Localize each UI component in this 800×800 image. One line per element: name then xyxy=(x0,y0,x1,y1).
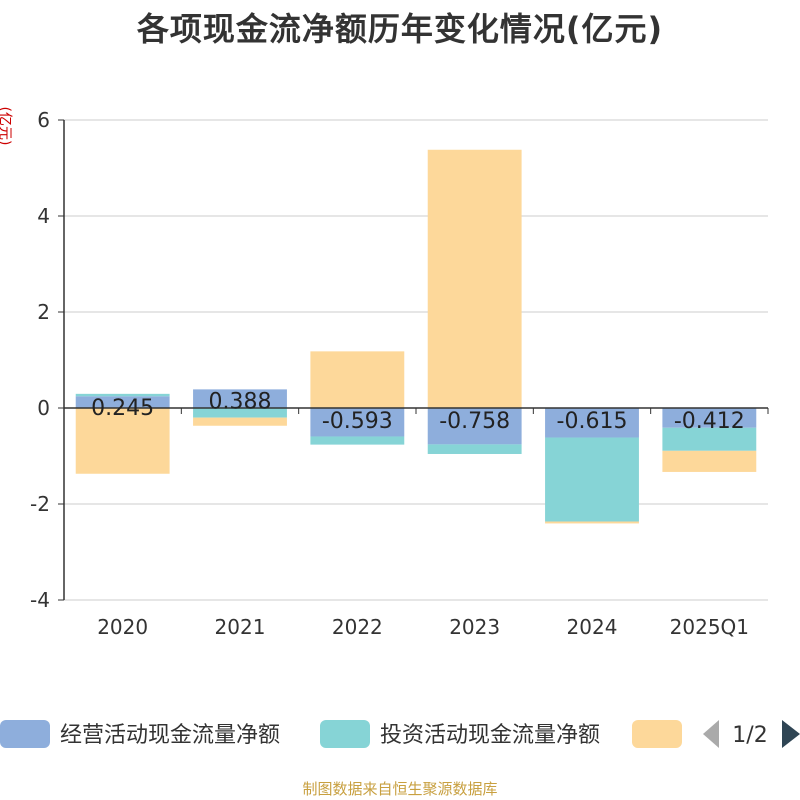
bar-2023-series-2 xyxy=(427,149,522,408)
bar-2023-series-1 xyxy=(427,444,522,454)
y-tick-label: 4 xyxy=(37,204,50,228)
bar-2024-series-0 xyxy=(545,408,639,438)
x-tick-label: 2022 xyxy=(332,615,383,639)
bar-2021-series-2 xyxy=(193,417,287,426)
data-label: -0.758 xyxy=(439,409,510,434)
bar-2022-series-0 xyxy=(310,408,405,437)
x-tick-label: 2023 xyxy=(449,615,500,639)
y-tick-label: 2 xyxy=(37,300,50,324)
bar-2023-series-0 xyxy=(427,408,522,445)
legend-page: 1/2 xyxy=(732,723,767,748)
data-label: -0.615 xyxy=(557,409,628,434)
x-tick-label: 2024 xyxy=(567,615,618,639)
legend-label-1: 投资活动现金流量净额 xyxy=(380,723,600,748)
legend-swatch-0 xyxy=(0,720,50,748)
bar-2022-series-1 xyxy=(310,436,405,445)
bar-2022-series-2 xyxy=(310,351,405,408)
bar-2025Q1-series-2 xyxy=(662,450,757,472)
legend-swatch-2 xyxy=(632,720,682,748)
bar-2021-series-1 xyxy=(193,408,287,418)
bar-2021-series-0 xyxy=(193,389,287,408)
bar-2025Q1-series-1 xyxy=(662,427,757,451)
y-tick-label: -2 xyxy=(30,492,50,516)
legend-next-icon[interactable] xyxy=(782,720,800,748)
bar-2024-series-2 xyxy=(545,521,639,524)
bar-2024-series-1 xyxy=(545,437,639,522)
legend-prev-icon xyxy=(703,720,719,748)
data-label: -0.593 xyxy=(322,409,393,434)
bar-2020-series-1 xyxy=(75,393,170,397)
bar-2025Q1-series-0 xyxy=(662,408,757,428)
data-label: -0.412 xyxy=(674,409,745,434)
bar-2020-series-2 xyxy=(75,408,170,474)
y-tick-label: 6 xyxy=(37,108,50,132)
x-tick-label: 2020 xyxy=(97,615,148,639)
y-tick-label: -4 xyxy=(30,588,50,612)
bar-2020-series-0 xyxy=(75,396,170,408)
chart-title: 各项现金流净额历年变化情况(亿元) xyxy=(136,10,664,48)
data-label: 0.388 xyxy=(209,389,272,414)
y-tick-label: 0 xyxy=(37,396,50,420)
x-tick-label: 2025Q1 xyxy=(670,615,749,639)
data-source: 制图数据来自恒生聚源数据库 xyxy=(302,780,498,798)
legend-swatch-1 xyxy=(320,720,370,748)
x-tick-label: 2021 xyxy=(215,615,266,639)
legend-label-0: 经营活动现金流量净额 xyxy=(60,723,280,748)
data-label: 0.245 xyxy=(91,396,154,421)
